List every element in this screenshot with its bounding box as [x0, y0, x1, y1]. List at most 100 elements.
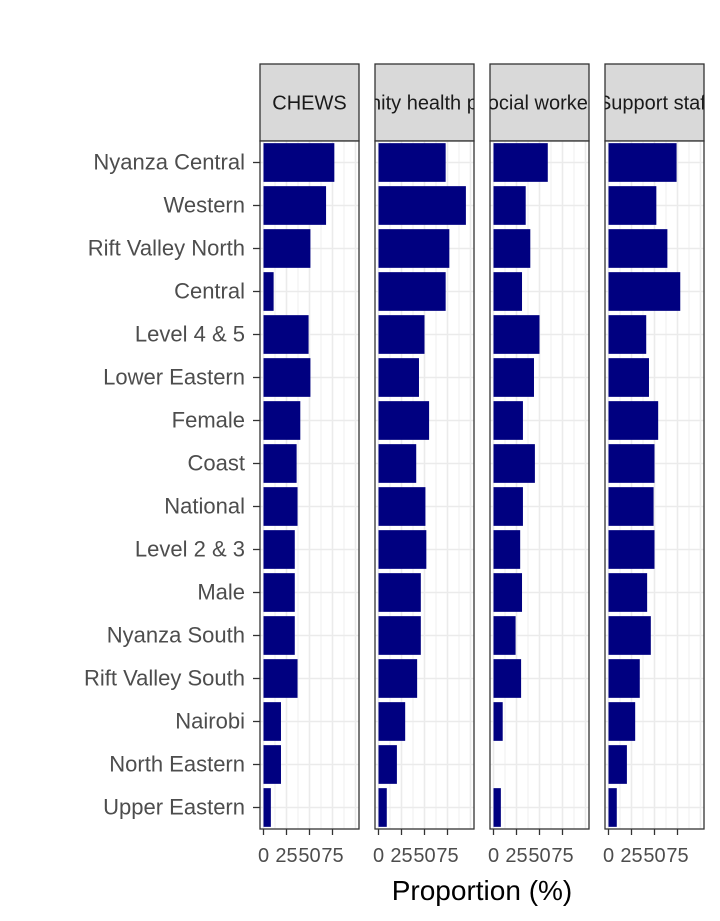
category-label: Level 2 & 3	[135, 537, 245, 562]
bar	[608, 745, 627, 784]
bar	[493, 530, 521, 569]
category-label: North Eastern	[109, 752, 245, 777]
x-tick-label: 25	[620, 845, 642, 867]
bar	[378, 358, 419, 397]
bar	[493, 358, 534, 397]
bar	[263, 573, 295, 612]
x-tick-label: 25	[505, 845, 527, 867]
bar	[493, 702, 503, 741]
bar	[608, 530, 655, 569]
bar	[263, 616, 295, 655]
category-label: Female	[172, 408, 245, 433]
bar	[608, 487, 654, 526]
bar	[493, 616, 516, 655]
bar	[263, 315, 309, 354]
category-label: Nairobi	[175, 709, 245, 734]
bar	[493, 487, 523, 526]
bar	[608, 702, 636, 741]
x-tick-label: 0	[488, 845, 499, 867]
bar	[493, 143, 548, 182]
bar	[608, 143, 677, 182]
bar	[608, 444, 655, 483]
bar	[263, 272, 274, 311]
bar	[608, 272, 681, 311]
category-label: Central	[174, 279, 245, 304]
category-label: Male	[197, 580, 245, 605]
bar	[608, 573, 648, 612]
bar	[378, 530, 427, 569]
bar	[493, 272, 523, 311]
x-tick-label: 50	[643, 845, 665, 867]
bar	[263, 186, 327, 225]
x-tick-label: 50	[298, 845, 320, 867]
bar	[493, 315, 540, 354]
bar	[493, 659, 522, 698]
category-label: Lower Eastern	[103, 365, 245, 390]
bar	[378, 272, 446, 311]
bar	[493, 229, 531, 268]
bar	[263, 401, 301, 440]
category-label: Nyanza Central	[93, 150, 245, 175]
bar	[493, 788, 501, 827]
bar	[263, 358, 311, 397]
facet-label: Community health providers	[300, 93, 549, 115]
x-tick-label: 25	[275, 845, 297, 867]
bar	[378, 788, 387, 827]
bar	[263, 229, 311, 268]
bar	[378, 745, 397, 784]
bar	[263, 530, 295, 569]
bar	[263, 702, 281, 741]
bar	[378, 401, 430, 440]
bar	[493, 444, 535, 483]
category-label: Coast	[188, 451, 245, 476]
bar	[378, 616, 421, 655]
x-axis-title: Proportion (%)	[392, 875, 573, 906]
facet-label: Support staff	[598, 93, 711, 115]
facet-strip	[374, 63, 475, 142]
category-label: Upper Eastern	[103, 795, 245, 820]
bar	[493, 186, 526, 225]
bar	[263, 788, 271, 827]
category-label: Nyanza South	[107, 623, 245, 648]
bar	[608, 788, 617, 827]
bar	[378, 444, 417, 483]
x-tick-label: 75	[666, 845, 688, 867]
x-tick-label: 0	[373, 845, 384, 867]
category-label: Rift Valley North	[88, 236, 245, 261]
bar	[378, 573, 421, 612]
bar	[608, 401, 659, 440]
x-tick-label: 50	[413, 845, 435, 867]
bar	[608, 616, 651, 655]
bar	[263, 745, 281, 784]
bar	[608, 358, 649, 397]
bar	[493, 401, 523, 440]
bar	[378, 143, 446, 182]
bar	[263, 487, 298, 526]
bar	[378, 315, 425, 354]
x-tick-label: 0	[258, 845, 269, 867]
bar	[378, 229, 450, 268]
category-label: Rift Valley South	[84, 666, 245, 691]
facet-strip	[604, 63, 705, 142]
category-label: Level 4 & 5	[135, 322, 245, 347]
bar	[608, 186, 657, 225]
bar	[493, 573, 523, 612]
facet-label: CHEWS	[272, 93, 346, 115]
bar	[263, 143, 335, 182]
category-label: National	[164, 494, 245, 519]
facet-label: Social workers	[474, 93, 604, 115]
bar	[378, 186, 466, 225]
bar	[378, 702, 406, 741]
x-tick-label: 50	[528, 845, 550, 867]
x-tick-label: 75	[551, 845, 573, 867]
bar	[263, 444, 297, 483]
x-tick-label: 75	[321, 845, 343, 867]
x-tick-label: 75	[436, 845, 458, 867]
bar	[608, 315, 647, 354]
bar	[608, 229, 668, 268]
bar	[378, 487, 426, 526]
bar	[608, 659, 640, 698]
x-tick-label: 0	[603, 845, 614, 867]
bar	[378, 659, 418, 698]
